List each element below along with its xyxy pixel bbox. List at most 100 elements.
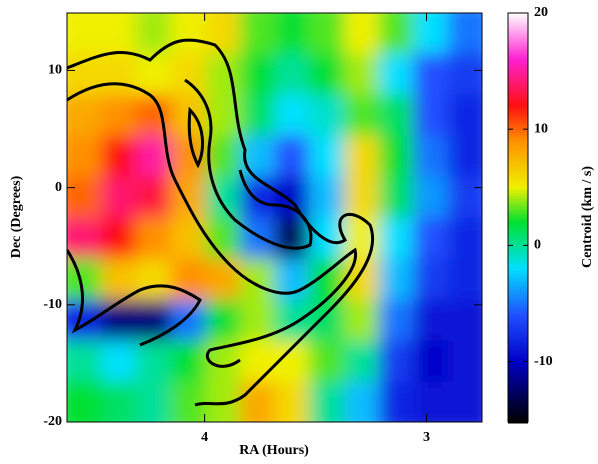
heatmap-cell — [413, 176, 448, 218]
heatmap-cell — [206, 176, 241, 218]
heatmap-cell — [136, 341, 173, 383]
heatmap-cell — [448, 0, 494, 54]
heatmap-cell — [379, 382, 414, 436]
heatmap-cell — [171, 382, 206, 436]
heatmap-cell — [448, 218, 494, 260]
heatmap-cell — [379, 0, 414, 54]
heatmap-cell — [240, 94, 275, 136]
heatmap-cell — [309, 94, 346, 136]
y-tick-label: 10 — [48, 63, 62, 78]
heatmap-cell — [448, 94, 494, 136]
heatmap-cell — [309, 382, 346, 436]
heatmap-cell — [413, 53, 448, 95]
heatmap-cell — [379, 259, 414, 301]
heatmap-cell — [56, 135, 102, 177]
heatmap-cell — [379, 218, 414, 260]
heatmap-cell — [344, 300, 379, 342]
heatmap-cell — [101, 94, 136, 136]
y-tick-label: -10 — [43, 297, 62, 312]
heatmap-cell — [206, 300, 241, 342]
heatmap-cell — [413, 300, 448, 342]
heatmap — [56, 0, 494, 435]
heatmap-cell — [56, 0, 102, 54]
heatmap-cell — [275, 53, 310, 95]
heatmap-cell — [56, 218, 102, 260]
heatmap-cell — [101, 218, 136, 260]
heatmap-cell — [344, 259, 379, 301]
heatmap-cell — [413, 382, 448, 436]
heatmap-cell — [275, 382, 310, 436]
heatmap-cell — [413, 218, 448, 260]
heatmap-cell — [56, 382, 102, 436]
heatmap-cell — [448, 300, 494, 342]
heatmap-cell — [240, 382, 275, 436]
heatmap-cell — [448, 341, 494, 383]
heatmap-cell — [56, 53, 102, 95]
heatmap-cell — [275, 218, 310, 260]
heatmap-cell — [309, 53, 346, 95]
heatmap-cell — [275, 135, 310, 177]
heatmap-cell — [171, 341, 206, 383]
heatmap-cell — [101, 0, 136, 54]
heatmap-cell — [240, 341, 275, 383]
heatmap-cell — [379, 53, 414, 95]
colorbar-tick-label: 20 — [534, 5, 548, 20]
heatmap-cell — [56, 94, 102, 136]
y-axis-label: Dec (Degrees) — [9, 175, 24, 258]
colorbar-tick-label: 0 — [534, 238, 541, 253]
heatmap-cell — [448, 53, 494, 95]
heatmap-cell — [136, 382, 173, 436]
heatmap-cell — [101, 382, 136, 436]
heatmap-cell — [379, 300, 414, 342]
heatmap-cell — [344, 94, 379, 136]
heatmap-cell — [344, 341, 379, 383]
heatmap-cell — [379, 176, 414, 218]
heatmap-cell — [344, 176, 379, 218]
heatmap-cell — [56, 176, 102, 218]
heatmap-cell — [448, 259, 494, 301]
heatmap-cell — [275, 94, 310, 136]
heatmap-cell — [136, 300, 173, 342]
heatmap-cell — [344, 53, 379, 95]
heatmap-cell — [448, 176, 494, 218]
heatmap-cell — [101, 135, 136, 177]
heatmap-cell — [344, 382, 379, 436]
heatmap-cell — [379, 135, 414, 177]
heatmap-cell — [56, 341, 102, 383]
heatmap-cell — [413, 341, 448, 383]
heatmap-cell — [240, 53, 275, 95]
heatmap-cell — [101, 300, 136, 342]
heatmap-cell — [448, 382, 494, 436]
heatmap-cell — [206, 259, 241, 301]
heatmap-cell — [309, 300, 346, 342]
heatmap-cell — [309, 135, 346, 177]
heatmap-cell — [379, 341, 414, 383]
heatmap-cell — [171, 300, 206, 342]
heatmap-cell — [413, 135, 448, 177]
heatmap-cell — [413, 0, 448, 54]
x-tick-label: 4 — [201, 430, 208, 445]
colorbar-tick-label: -10 — [534, 354, 553, 369]
heatmap-cell — [171, 0, 206, 54]
y-tick-label: -20 — [43, 414, 62, 429]
heatmap-cell — [136, 176, 173, 218]
y-tick-label: 0 — [55, 180, 62, 195]
colorbar-tick-label: 10 — [534, 121, 548, 136]
heatmap-cell — [206, 218, 241, 260]
heatmap-cell — [206, 53, 241, 95]
heatmap-cell — [344, 0, 379, 54]
heatmap-cell — [206, 382, 241, 436]
heatmap-cell — [136, 218, 173, 260]
heatmap-cell — [171, 218, 206, 260]
heatmap-cell — [413, 94, 448, 136]
heatmap-cell — [379, 94, 414, 136]
heatmap-cell — [101, 341, 136, 383]
heatmap-cell — [309, 341, 346, 383]
heatmap-cell — [206, 0, 241, 54]
heatmap-cell — [101, 53, 136, 95]
heatmap-cell — [309, 176, 346, 218]
heatmap-cell — [344, 135, 379, 177]
x-axis-label: RA (Hours) — [239, 443, 309, 458]
heatmap-cell — [413, 259, 448, 301]
heatmap-cell — [448, 135, 494, 177]
